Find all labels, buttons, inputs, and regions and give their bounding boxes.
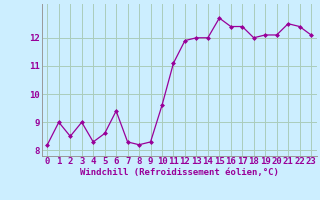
X-axis label: Windchill (Refroidissement éolien,°C): Windchill (Refroidissement éolien,°C) xyxy=(80,168,279,177)
